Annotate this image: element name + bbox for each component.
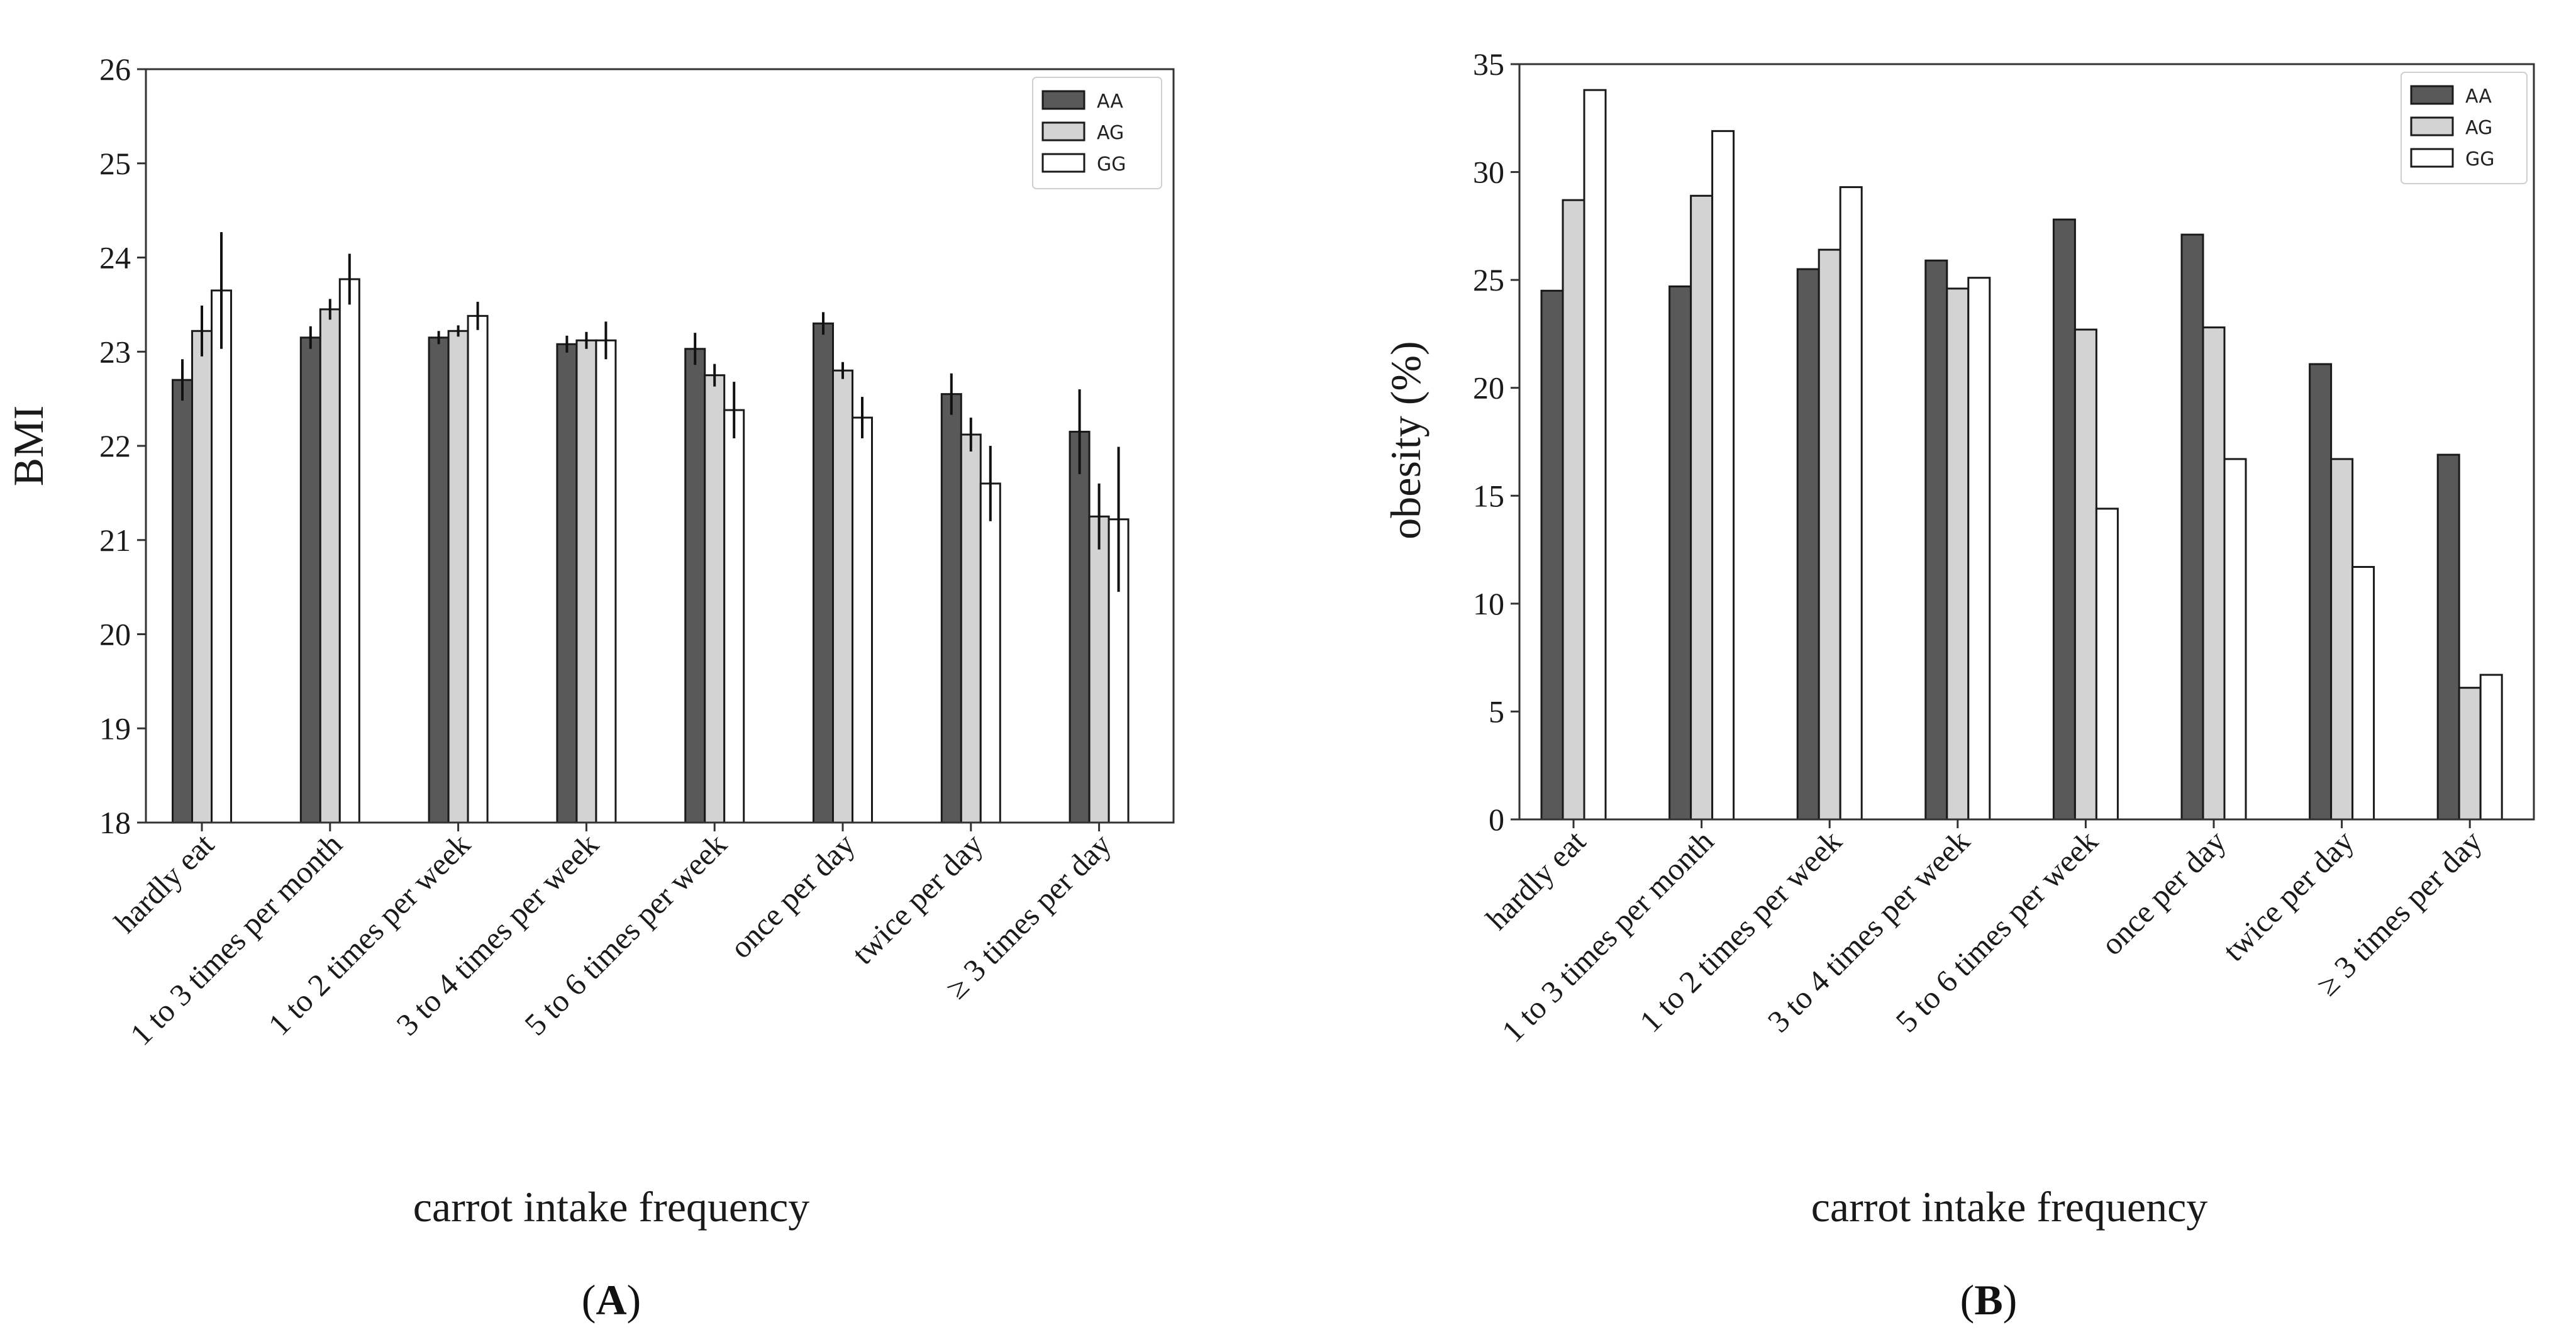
chart-a-bar-aa-3 <box>428 336 450 824</box>
chart-a-bar-aa-1 <box>172 379 193 824</box>
chart-b-legend-swatch-ag <box>2410 116 2454 136</box>
chart-b-legend-swatch-aa <box>2410 85 2454 105</box>
chart-b-x-tick-label-1: hardly eat <box>1479 823 1592 936</box>
chart-b-legend-label-ag: AG <box>2465 117 2492 139</box>
chart-a-plot-frame <box>145 68 1175 824</box>
chart-a-y-tick-label-24: 24 <box>99 240 131 275</box>
chart-b-legend-label-gg: GG <box>2465 148 2495 170</box>
chart-a-bar-ag-7 <box>960 433 982 824</box>
chart-a-legend-label-aa: AA <box>1097 91 1123 113</box>
chart-a-bar-aa-2 <box>299 336 321 824</box>
chart-a-bar-aa-4 <box>556 343 578 824</box>
chart-a-legend-swatch-gg <box>1041 153 1085 173</box>
chart-b-bar-gg-7 <box>2351 566 2375 821</box>
chart-a-y-tick-label-18: 18 <box>99 805 131 840</box>
chart-b-y-tick-label-10: 10 <box>1473 586 1504 621</box>
chart-a-x-tick-label-1: hardly eat <box>108 826 221 940</box>
chart-b-bar-ag-7 <box>2330 458 2354 821</box>
chart-b-bar-aa-2 <box>1668 285 1692 821</box>
chart-b-bar-gg-4 <box>1967 277 1991 821</box>
chart-a-x-tick-label-2: 1 to 3 times per month <box>123 826 349 1052</box>
chart-b-y-axis-title: obesity (%) <box>1382 341 1430 539</box>
chart-b-plot-frame <box>1518 63 2535 821</box>
chart-b-bar-gg-1 <box>1583 89 1607 821</box>
chart-a-bar-gg-2 <box>338 278 360 824</box>
chart-b-panel-label: (B) <box>1960 1276 2018 1324</box>
chart-b-y-tick-label-20: 20 <box>1473 370 1504 406</box>
chart-b-bar-aa-3 <box>1796 268 1820 821</box>
chart-a-panel-label: (A) <box>582 1276 641 1324</box>
chart-b-bar-aa-8 <box>2436 453 2460 821</box>
chart-a-y-tick-label-19: 19 <box>99 711 131 746</box>
chart-a-y-axis-title: BMI <box>4 406 52 486</box>
chart-b-bar-aa-1 <box>1540 289 1564 821</box>
chart-b-bar-ag-1 <box>1562 199 1585 821</box>
chart-b-x-tick-label-2: 1 to 3 times per month <box>1495 823 1721 1049</box>
chart-a-bar-gg-3 <box>467 314 489 824</box>
chart-a-y-tick-label-26: 26 <box>99 52 131 87</box>
chart-a-y-tick-label-25: 25 <box>99 146 131 181</box>
chart-a-bar-ag-2 <box>319 308 341 824</box>
chart-b-x-tick-label-7: twice per day <box>2216 823 2360 968</box>
chart-b-y-tick-label-35: 35 <box>1473 47 1504 82</box>
chart-a-bar-ag-1 <box>191 330 213 824</box>
chart-b-y-tick-label-30: 30 <box>1473 155 1504 190</box>
chart-a-bar-aa-8 <box>1069 431 1091 824</box>
chart-b-bar-gg-8 <box>2479 674 2503 821</box>
chart-b-bar-gg-2 <box>1711 130 1735 821</box>
chart-b-bar-ag-5 <box>2074 328 2097 821</box>
chart-a-bar-ag-6 <box>832 369 853 824</box>
chart-b-bar-gg-3 <box>1839 186 1863 821</box>
chart-a-y-tick-label-23: 23 <box>99 334 131 369</box>
chart-a-bar-ag-4 <box>575 339 597 824</box>
chart-a-bar-aa-6 <box>813 322 834 824</box>
chart-a-y-tick-label-20: 20 <box>99 617 131 652</box>
chart-b-bar-ag-4 <box>1946 287 1970 821</box>
chart-a-legend-swatch-aa <box>1041 90 1085 110</box>
chart-b-bar-aa-5 <box>2052 218 2076 821</box>
chart-a-bar-gg-7 <box>979 482 1001 824</box>
chart-b-x-axis-title: carrot intake frequency <box>1811 1183 2208 1231</box>
chart-b-legend-label-aa: AA <box>2465 86 2492 108</box>
chart-a-y-tick-label-22: 22 <box>99 428 131 463</box>
chart-b-y-tick-label-0: 0 <box>1489 802 1504 837</box>
chart-b-y-tick-label-5: 5 <box>1489 694 1504 729</box>
chart-a-legend-label-gg: GG <box>1097 153 1126 175</box>
chart-b-bar-gg-6 <box>2223 458 2247 821</box>
chart-b-bar-ag-6 <box>2202 326 2226 821</box>
chart-b-bar-ag-3 <box>1818 248 1841 821</box>
chart-b-bar-aa-6 <box>2180 233 2204 821</box>
chart-a-legend-label-ag: AG <box>1097 122 1124 144</box>
chart-a-bar-ag-3 <box>447 330 469 824</box>
chart-a-bar-gg-1 <box>211 289 232 824</box>
chart-a-x-axis-title: carrot intake frequency <box>413 1183 810 1231</box>
chart-b-legend-swatch-gg <box>2410 148 2454 168</box>
chart-b-bar-aa-7 <box>2309 363 2333 821</box>
chart-b-bar-ag-8 <box>2458 687 2482 821</box>
chart-a-bar-aa-7 <box>940 393 962 824</box>
chart-a-bar-ag-8 <box>1088 515 1110 824</box>
chart-b-x-tick-label-6: once per day <box>2094 823 2233 962</box>
chart-a-bar-ag-5 <box>704 374 726 824</box>
chart-a-bar-aa-5 <box>684 348 706 824</box>
chart-a-x-tick-label-7: twice per day <box>845 826 990 971</box>
chart-a-bar-gg-6 <box>852 416 873 824</box>
chart-a-bar-gg-5 <box>723 409 745 824</box>
chart-b-y-tick-label-25: 25 <box>1473 262 1504 297</box>
chart-a-legend-swatch-ag <box>1041 121 1085 141</box>
chart-b-y-tick-label-15: 15 <box>1473 478 1504 513</box>
chart-b-bar-gg-5 <box>2095 507 2119 821</box>
chart-b-bar-aa-4 <box>1924 259 1948 821</box>
chart-a-x-tick-label-6: once per day <box>723 826 862 965</box>
chart-a-y-tick-label-21: 21 <box>99 523 131 558</box>
chart-b-bar-ag-2 <box>1690 194 1714 821</box>
chart-a-bar-gg-4 <box>595 339 617 824</box>
